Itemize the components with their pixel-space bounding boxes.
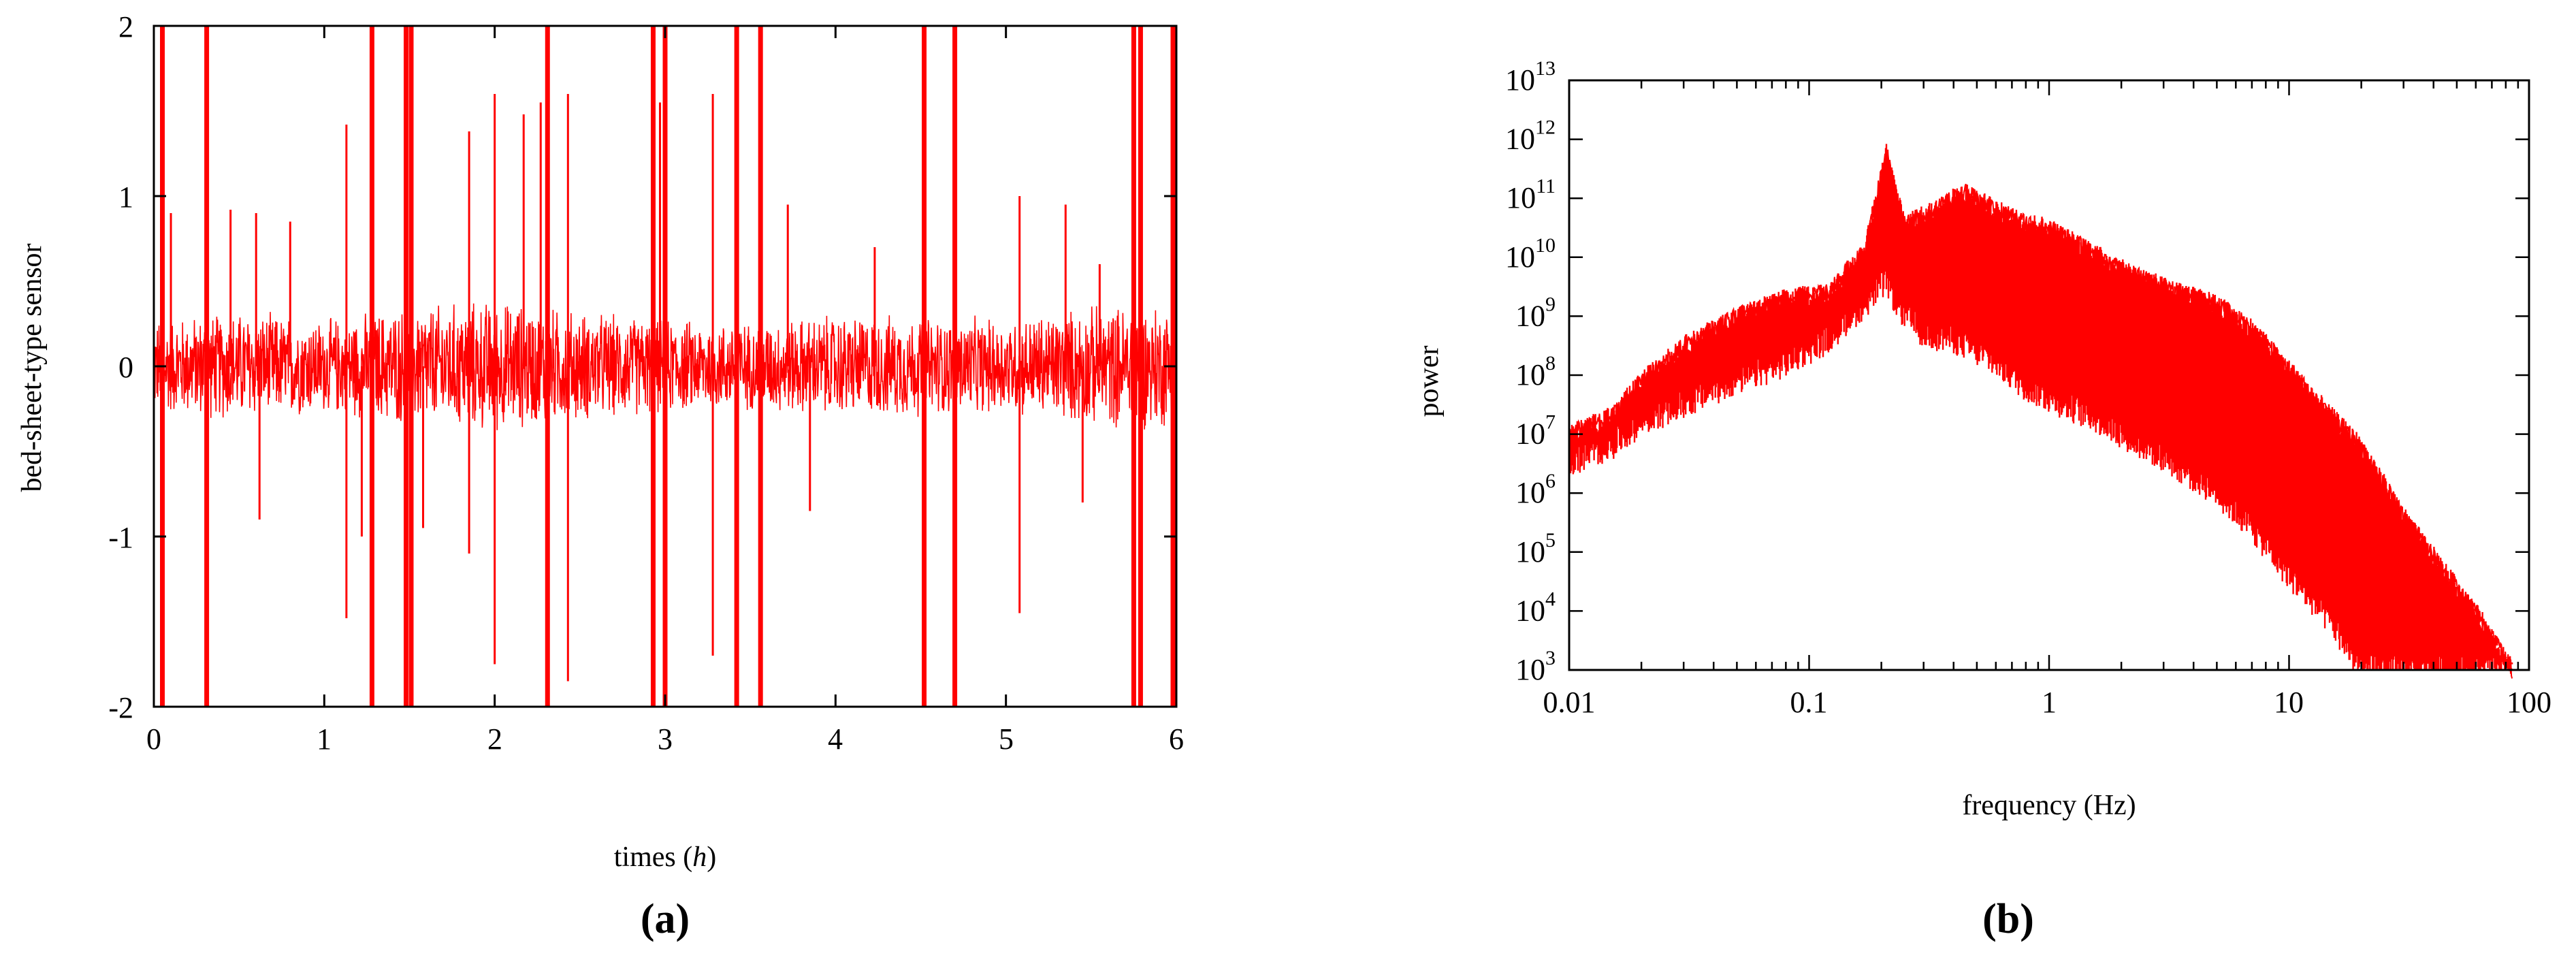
chart-b-ytick-label: 109 — [1515, 293, 1556, 332]
chart-b-ytick-label: 105 — [1515, 529, 1556, 569]
chart-b-ytick-label: 1010 — [1505, 234, 1556, 274]
chart-a-x-axis-title: times (h) — [614, 842, 717, 873]
chart-b-ytick-base: 10 — [1506, 181, 1536, 214]
chart-b-ytick-base: 10 — [1505, 240, 1535, 274]
panel-label-b: (b) — [1982, 896, 2034, 942]
chart-b-ytick-exponent: 10 — [1535, 234, 1556, 257]
chart-b-ytick-base: 10 — [1515, 653, 1545, 686]
chart-b-xtick-label: 100 — [2507, 686, 2551, 719]
chart-b-ytick-exponent: 8 — [1545, 352, 1556, 374]
chart-a-xtick-label: 5 — [999, 722, 1014, 756]
chart-b-y-axis-title: power — [1413, 346, 1445, 417]
chart-a-ytick-label: 2 — [118, 10, 133, 44]
chart-a-ytick-label: 1 — [118, 180, 133, 214]
chart-a-xtick-label: 0 — [146, 722, 161, 756]
chart-b-xtick-label: 0.01 — [1543, 686, 1596, 719]
chart-b-plot-area — [1568, 144, 2513, 679]
chart-a-xtick-label: 1 — [317, 722, 332, 756]
chart-b-ytick-label: 107 — [1515, 411, 1556, 451]
chart-b-ytick-label: 106 — [1515, 470, 1556, 509]
chart-b-ytick-label: 104 — [1515, 588, 1556, 627]
chart-b-ytick-base: 10 — [1515, 594, 1545, 627]
chart-a-xtick-label: 3 — [658, 722, 673, 756]
chart-b-ytick-base: 10 — [1515, 476, 1545, 509]
chart-a-xtick-label: 2 — [487, 722, 502, 756]
chart-a-ytick-label: 0 — [118, 351, 133, 384]
chart-b-ytick-label: 1011 — [1506, 175, 1556, 214]
chart-b-spectrum-line — [1568, 151, 2513, 679]
chart-a-ytick-label: -1 — [108, 521, 133, 554]
chart-a-xtick-label: 6 — [1169, 722, 1184, 756]
chart-b-ytick-exponent: 11 — [1536, 175, 1556, 197]
chart-b-xtick-label: 0.1 — [1790, 686, 1828, 719]
chart-b-xtick-label: 1 — [2042, 686, 2057, 719]
chart-b-ytick-base: 10 — [1515, 299, 1545, 332]
panel-label-a: (a) — [641, 896, 690, 942]
chart-a-x-axis-title-text: times — [614, 842, 676, 873]
chart-b-ytick-base: 10 — [1505, 63, 1535, 97]
chart-a-x-axis-paren-close: ) — [707, 842, 716, 873]
chart-b-spectrum-band — [1568, 144, 2513, 674]
chart-b-ytick-label: 108 — [1515, 352, 1556, 391]
chart-a-ticks — [152, 25, 1178, 708]
chart-b-ytick-label: 103 — [1515, 647, 1556, 686]
chart-b-ticks — [1568, 79, 2530, 671]
chart-b-ytick-exponent: 3 — [1545, 647, 1556, 669]
chart-b-ytick-exponent: 9 — [1545, 293, 1556, 315]
chart-b-xtick-label: 10 — [2274, 686, 2304, 719]
chart-a-ytick-label: -2 — [108, 691, 133, 724]
chart-b-ytick-base: 10 — [1515, 535, 1545, 569]
chart-b-ytick-exponent: 6 — [1545, 470, 1556, 492]
chart-a-x-axis-paren-open: ( — [683, 842, 692, 873]
chart-b-ytick-label: 1013 — [1505, 57, 1556, 97]
chart-b-x-axis-title: frequency (Hz) — [1962, 790, 2136, 821]
chart-a-xtick-label: 4 — [828, 722, 843, 756]
chart-a-x-axis-unit: h — [692, 842, 707, 873]
chart-b-ytick-label: 1012 — [1505, 116, 1556, 156]
chart-b-ytick-exponent: 13 — [1535, 57, 1556, 80]
chart-b-ytick-exponent: 5 — [1545, 529, 1556, 551]
chart-b-ytick-exponent: 7 — [1545, 411, 1556, 434]
chart-a-plot-area — [153, 26, 1177, 707]
chart-b-ytick-base: 10 — [1515, 358, 1545, 391]
chart-b-ytick-base: 10 — [1505, 123, 1535, 156]
chart-b-ytick-base: 10 — [1515, 417, 1545, 451]
chart-b-ytick-exponent: 12 — [1535, 116, 1556, 139]
chart-a-y-axis-title: bed-sheet-type sensor — [16, 243, 48, 492]
chart-b-ytick-exponent: 4 — [1545, 588, 1556, 610]
chart-a: 2 1 0 -1 -2 0 1 2 3 4 5 6 bed-sheet-type… — [16, 10, 1184, 942]
